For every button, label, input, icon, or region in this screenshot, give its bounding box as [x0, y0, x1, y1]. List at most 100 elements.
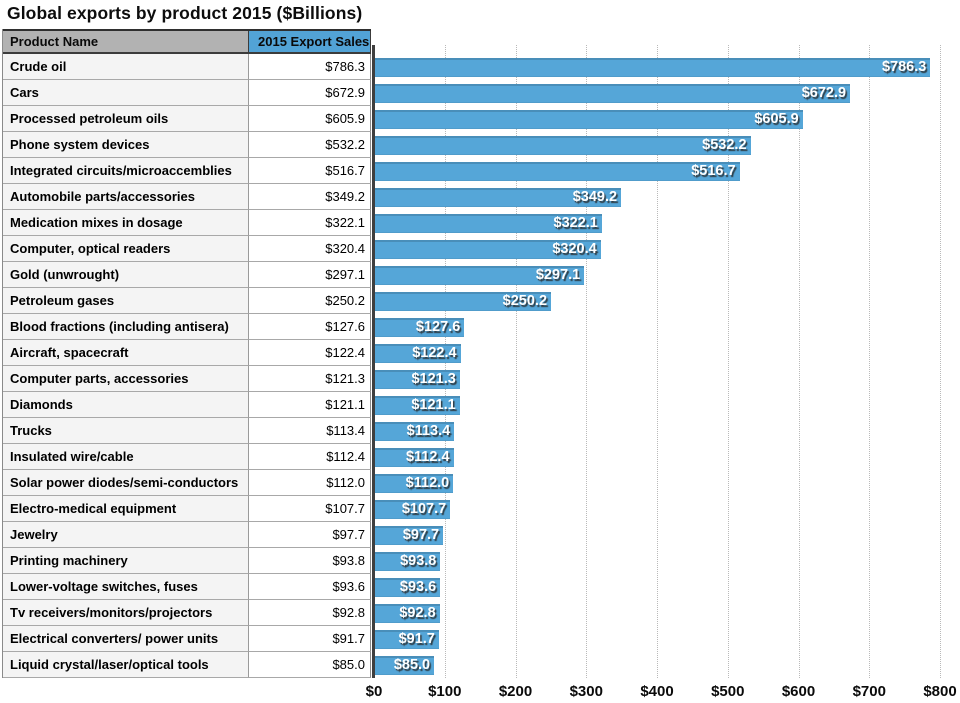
export-sales-cell: $121.3: [249, 366, 371, 392]
bar-row: $605.9: [374, 106, 940, 132]
bar: $113.4: [374, 421, 455, 441]
gridline: [798, 45, 800, 678]
bar: $112.4: [374, 447, 454, 467]
export-sales-cell: $91.7: [249, 626, 371, 652]
product-name-cell: Cars: [3, 80, 249, 106]
bar-value-label: $91.7: [398, 630, 435, 647]
export-sales-cell: $297.1: [249, 262, 371, 288]
gridline: [515, 45, 517, 678]
bar-value-label: $320.4: [552, 240, 597, 257]
bar-row: $112.0: [374, 470, 940, 496]
x-axis-tick-label: $0: [365, 683, 383, 700]
x-axis-tick-label: $200: [498, 683, 533, 700]
table-row: Gold (unwrought) $297.1: [3, 262, 371, 288]
bar: $121.3: [374, 369, 460, 389]
gridline: [869, 45, 871, 678]
table-row: Electro-medical equipment $107.7: [3, 496, 371, 522]
product-name-cell: Liquid crystal/laser/optical tools: [3, 652, 249, 678]
table-row: Blood fractions (including antisera) $127…: [3, 314, 371, 340]
table-row: Jewelry $97.7: [3, 522, 371, 548]
bar-chart: $786.3 $672.9 $605.9 $532.2 $516.7 $349.2 $322…: [366, 45, 960, 703]
x-axis-tick-label: $300: [569, 683, 603, 700]
table-row: Crude oil $786.3: [3, 54, 371, 80]
bar-value-label: $786.3: [881, 58, 927, 75]
bar: $322.1: [374, 213, 602, 233]
bar: $672.9: [374, 83, 851, 103]
y-axis-line: [372, 45, 375, 678]
bar-row: $93.6: [374, 574, 940, 600]
table-row: Integrated circuits/microaccemblies $516.…: [3, 158, 371, 184]
bar-row: $85.0: [374, 652, 940, 678]
bar-row: $112.4: [374, 444, 940, 470]
bar: $516.7: [374, 161, 740, 181]
bar-row: $127.6: [374, 314, 940, 340]
bar: $320.4: [374, 239, 601, 259]
x-axis-tick-label: $800: [923, 683, 957, 700]
bar-row: $320.4: [374, 236, 940, 262]
bar-row: $297.1: [374, 262, 940, 288]
bar-row: $322.1: [374, 210, 940, 236]
bar: $297.1: [374, 265, 585, 285]
bar: $107.7: [374, 499, 451, 519]
x-axis-tick-label: $700: [852, 683, 886, 700]
bar-value-label: $250.2: [502, 292, 548, 309]
product-name-cell: Electrical converters/ power units: [3, 626, 249, 652]
product-name-cell: Automobile parts/accessories: [3, 184, 249, 210]
product-name-cell: Electro-medical equipment: [3, 496, 249, 522]
product-name-cell: Integrated circuits/microaccemblies: [3, 158, 249, 184]
export-sales-cell: $112.4: [249, 444, 371, 470]
export-sales-cell: $786.3: [249, 54, 371, 80]
export-sales-cell: $92.8: [249, 600, 371, 626]
bar-value-label: $297.1: [535, 266, 581, 283]
product-name-cell: Petroleum gases: [3, 288, 249, 314]
product-name-cell: Trucks: [3, 418, 249, 444]
bar-row: $91.7: [374, 626, 940, 652]
x-axis-tick-label: $600: [781, 683, 816, 700]
table-row: Diamonds $121.1: [3, 392, 371, 418]
export-sales-cell: $349.2: [249, 184, 371, 210]
bar-row: $92.8: [374, 600, 940, 626]
product-name-cell: Computer, optical readers: [3, 236, 249, 262]
export-sales-cell: $250.2: [249, 288, 371, 314]
export-sales-cell: $672.9: [249, 80, 371, 106]
x-axis: $0 $100 $200 $300 $400 $500 $600 $700 $800: [366, 683, 957, 703]
gridline: [727, 45, 729, 678]
page-title: Global exports by product 2015 ($Billion…: [7, 3, 363, 23]
bar-row: $250.2: [374, 288, 940, 314]
bar: $85.0: [374, 655, 435, 675]
bar-value-label: $93.8: [400, 552, 437, 569]
export-sales-cell: $605.9: [249, 106, 371, 132]
bar: $93.6: [374, 577, 441, 597]
bars: $786.3 $672.9 $605.9 $532.2 $516.7 $349.2 $322…: [374, 54, 940, 678]
gridline: [586, 45, 588, 678]
product-name-cell: Tv receivers/monitors/projectors: [3, 600, 249, 626]
table-row: Electrical converters/ power units $91.7: [3, 626, 371, 652]
bar-row: $113.4: [374, 418, 940, 444]
bar-value-label: $113.4: [406, 422, 451, 439]
bar-value-label: $121.3: [411, 370, 456, 387]
table-row: Cars $672.9: [3, 80, 371, 106]
bar-value-label: $127.6: [415, 318, 461, 335]
x-axis-tick-label: $100: [428, 683, 462, 700]
x-axis-tick-label: $500: [711, 683, 745, 700]
bar: $127.6: [374, 317, 465, 337]
product-name-cell: Diamonds: [3, 392, 249, 418]
export-sales-cell: $127.6: [249, 314, 371, 340]
product-name-cell: Jewelry: [3, 522, 249, 548]
bar-row: $121.1: [374, 392, 940, 418]
bar-value-label: $112.4: [405, 448, 450, 465]
bar-row: $93.8: [374, 548, 940, 574]
table-row: Petroleum gases $250.2: [3, 288, 371, 314]
bar-row: $672.9: [374, 80, 940, 106]
bar-value-label: $93.6: [399, 578, 437, 595]
bar: $605.9: [374, 109, 803, 129]
bar: $93.8: [374, 551, 441, 571]
export-sales-cell: $516.7: [249, 158, 371, 184]
product-name-cell: Gold (unwrought): [3, 262, 249, 288]
bar-row: $532.2: [374, 132, 940, 158]
export-sales-cell: $85.0: [249, 652, 371, 678]
col-header-export-sales: 2015 Export Sales: [249, 31, 371, 54]
export-sales-cell: $97.7: [249, 522, 371, 548]
bar-value-label: $107.7: [401, 500, 447, 517]
table-row: Automobile parts/accessories $349.2: [3, 184, 371, 210]
